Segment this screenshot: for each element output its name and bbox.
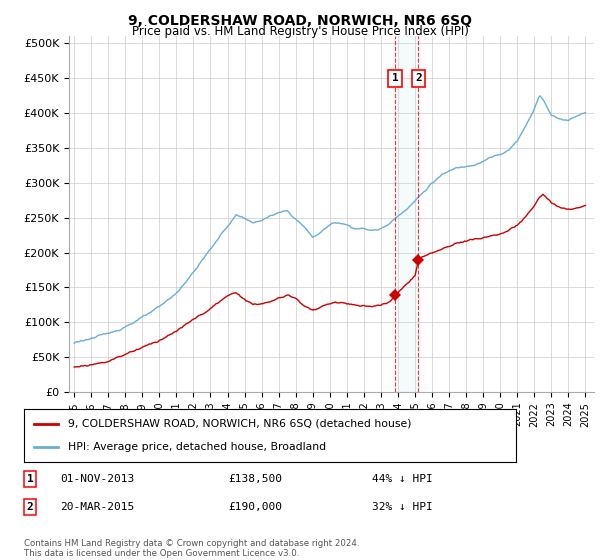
Text: Contains HM Land Registry data © Crown copyright and database right 2024.
This d: Contains HM Land Registry data © Crown c… [24, 539, 359, 558]
Text: HPI: Average price, detached house, Broadland: HPI: Average price, detached house, Broa… [68, 442, 326, 452]
Text: Price paid vs. HM Land Registry's House Price Index (HPI): Price paid vs. HM Land Registry's House … [131, 25, 469, 38]
Text: 1: 1 [26, 474, 34, 484]
Text: 9, COLDERSHAW ROAD, NORWICH, NR6 6SQ: 9, COLDERSHAW ROAD, NORWICH, NR6 6SQ [128, 14, 472, 28]
Text: 9, COLDERSHAW ROAD, NORWICH, NR6 6SQ (detached house): 9, COLDERSHAW ROAD, NORWICH, NR6 6SQ (de… [68, 419, 412, 429]
Text: £190,000: £190,000 [228, 502, 282, 512]
Text: 32% ↓ HPI: 32% ↓ HPI [372, 502, 433, 512]
Text: 20-MAR-2015: 20-MAR-2015 [60, 502, 134, 512]
Text: 01-NOV-2013: 01-NOV-2013 [60, 474, 134, 484]
Text: 1: 1 [392, 73, 398, 83]
Text: £138,500: £138,500 [228, 474, 282, 484]
Bar [395, 36, 418, 392]
Text: 44% ↓ HPI: 44% ↓ HPI [372, 474, 433, 484]
Text: 2: 2 [415, 73, 422, 83]
Text: 2: 2 [26, 502, 34, 512]
